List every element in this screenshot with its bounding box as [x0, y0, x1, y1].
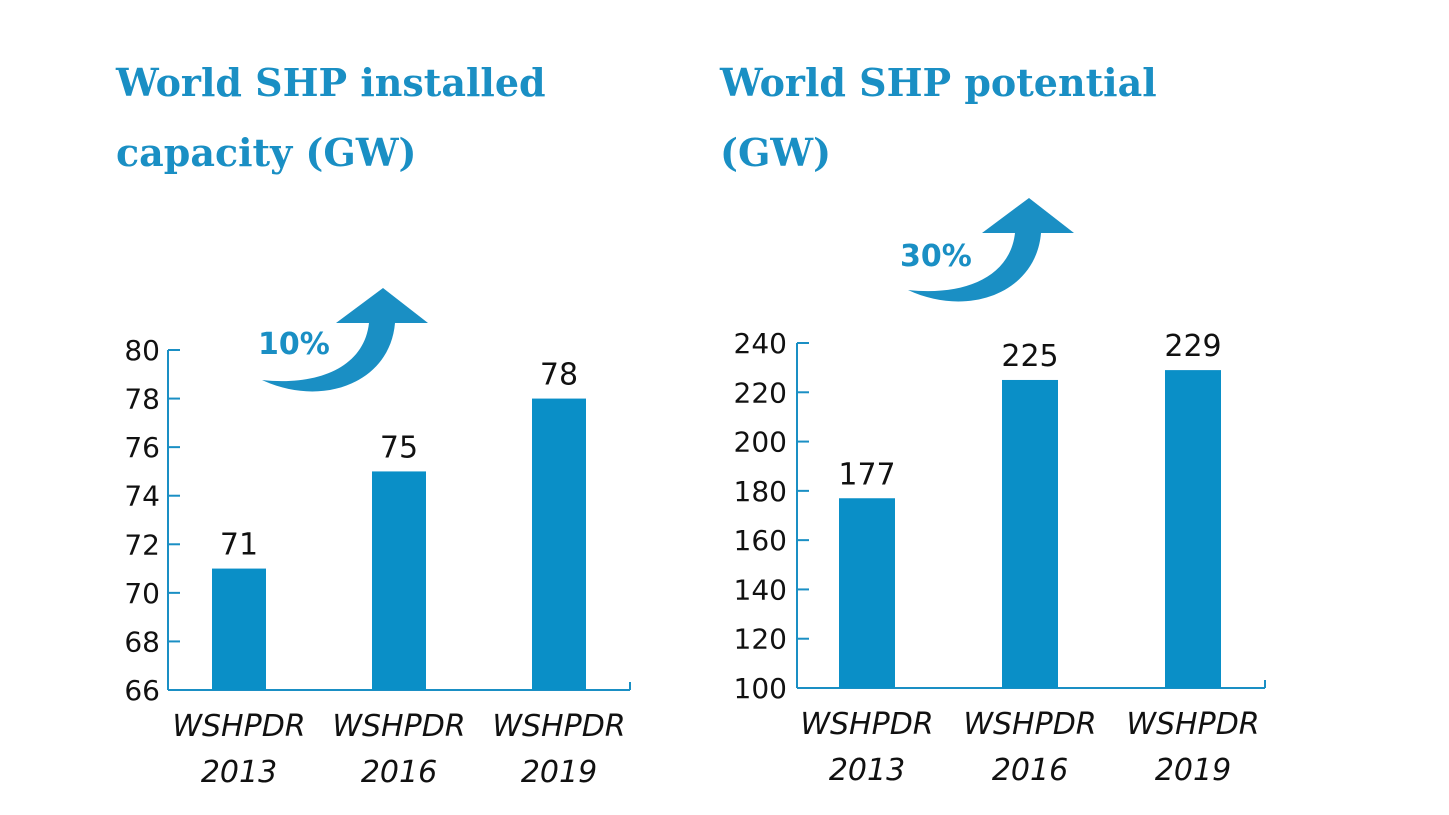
bar-value-label: 75: [380, 430, 418, 465]
x-category-label: WSHPDR: [800, 707, 933, 742]
x-category-label: WSHPDR: [172, 709, 305, 744]
curved-up-arrow-icon: [908, 198, 1074, 302]
y-tick-label: 100: [734, 672, 787, 705]
bar: [1165, 370, 1221, 688]
x-category-label: 2016: [992, 753, 1068, 788]
bar-value-label: 177: [838, 457, 895, 492]
y-tick-label: 160: [734, 524, 787, 557]
y-tick-label: 72: [124, 528, 160, 561]
bar: [532, 398, 586, 690]
y-tick-label: 80: [124, 334, 160, 367]
y-tick-label: 78: [124, 383, 160, 416]
y-tick-label: 180: [734, 475, 787, 508]
bar-value-label: 229: [1164, 329, 1221, 364]
x-category-label: WSHPDR: [492, 709, 625, 744]
y-tick-label: 140: [734, 573, 787, 606]
bar: [839, 498, 895, 688]
y-tick-label: 240: [734, 327, 787, 360]
x-category-label: WSHPDR: [332, 709, 465, 744]
y-tick-label: 200: [734, 426, 787, 459]
growth-percent-label: 10%: [258, 327, 330, 362]
bar: [372, 471, 426, 690]
x-category-label: 2013: [201, 755, 277, 790]
y-tick-label: 70: [124, 577, 160, 610]
chart-title-potential: World SHP potential (GW): [720, 60, 1157, 175]
chart-2: 30% 100 120 140 160 180 200 220 240 177 WSHPDR 2013…: [734, 198, 1266, 788]
chart-title-installed-capacity: World SHP installed capacity (GW): [116, 60, 546, 175]
bar-value-label: 225: [1001, 339, 1058, 374]
x-category-label: WSHPDR: [1126, 707, 1259, 742]
y-tick-label: 76: [124, 431, 160, 464]
bar: [1002, 379, 1058, 688]
bar-value-label: 78: [540, 358, 578, 393]
x-category-label: 2019: [1155, 753, 1231, 788]
y-tick-label: 120: [734, 623, 787, 656]
growth-percent-label: 30%: [900, 239, 972, 274]
y-tick-label: 74: [124, 480, 160, 513]
y-tick-label: 66: [124, 674, 160, 707]
x-category-label: WSHPDR: [963, 707, 1096, 742]
bar-value-label: 71: [220, 528, 258, 563]
bar: [212, 568, 266, 690]
chart-1: 10% 66 68 70 72 74 76 78 80 71 WSHPDR 2013 75 WSHPDR 2…: [124, 288, 631, 790]
x-category-label: 2016: [361, 755, 437, 790]
y-tick-label: 220: [734, 376, 787, 409]
y-tick-label: 68: [124, 625, 160, 658]
x-category-label: 2019: [521, 755, 597, 790]
curved-up-arrow-icon: [262, 288, 428, 392]
x-category-label: 2013: [829, 753, 905, 788]
